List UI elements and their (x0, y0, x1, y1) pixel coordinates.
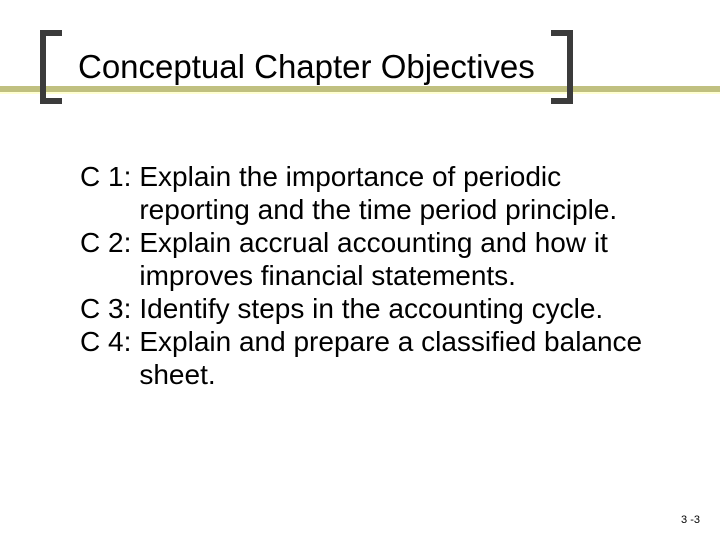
objective-text: Explain and prepare a classified balance… (139, 325, 660, 391)
objective-text: Explain the importance of periodic repor… (139, 160, 660, 226)
objective-label: C 3: (80, 292, 139, 325)
objective-item: C 2: Explain accrual accounting and how … (80, 226, 660, 292)
objective-item: C 3: Identify steps in the accounting cy… (80, 292, 660, 325)
objective-item: C 4: Explain and prepare a classified ba… (80, 325, 660, 391)
title-row: Conceptual Chapter Objectives (40, 30, 680, 104)
slide: Conceptual Chapter Objectives C 1: Expla… (0, 0, 720, 540)
content-area: C 1: Explain the importance of periodic … (80, 160, 660, 391)
objective-label: C 1: (80, 160, 139, 226)
objectives-list: C 1: Explain the importance of periodic … (80, 160, 660, 391)
objective-label: C 2: (80, 226, 139, 292)
objective-label: C 4: (80, 325, 139, 391)
slide-title: Conceptual Chapter Objectives (64, 48, 549, 86)
objective-text: Explain accrual accounting and how it im… (139, 226, 660, 292)
page-number: 3 -3 (681, 514, 700, 526)
bracket-right-icon (549, 30, 573, 104)
objective-item: C 1: Explain the importance of periodic … (80, 160, 660, 226)
objective-text: Identify steps in the accounting cycle. (139, 292, 660, 325)
bracket-left-icon (40, 30, 64, 104)
